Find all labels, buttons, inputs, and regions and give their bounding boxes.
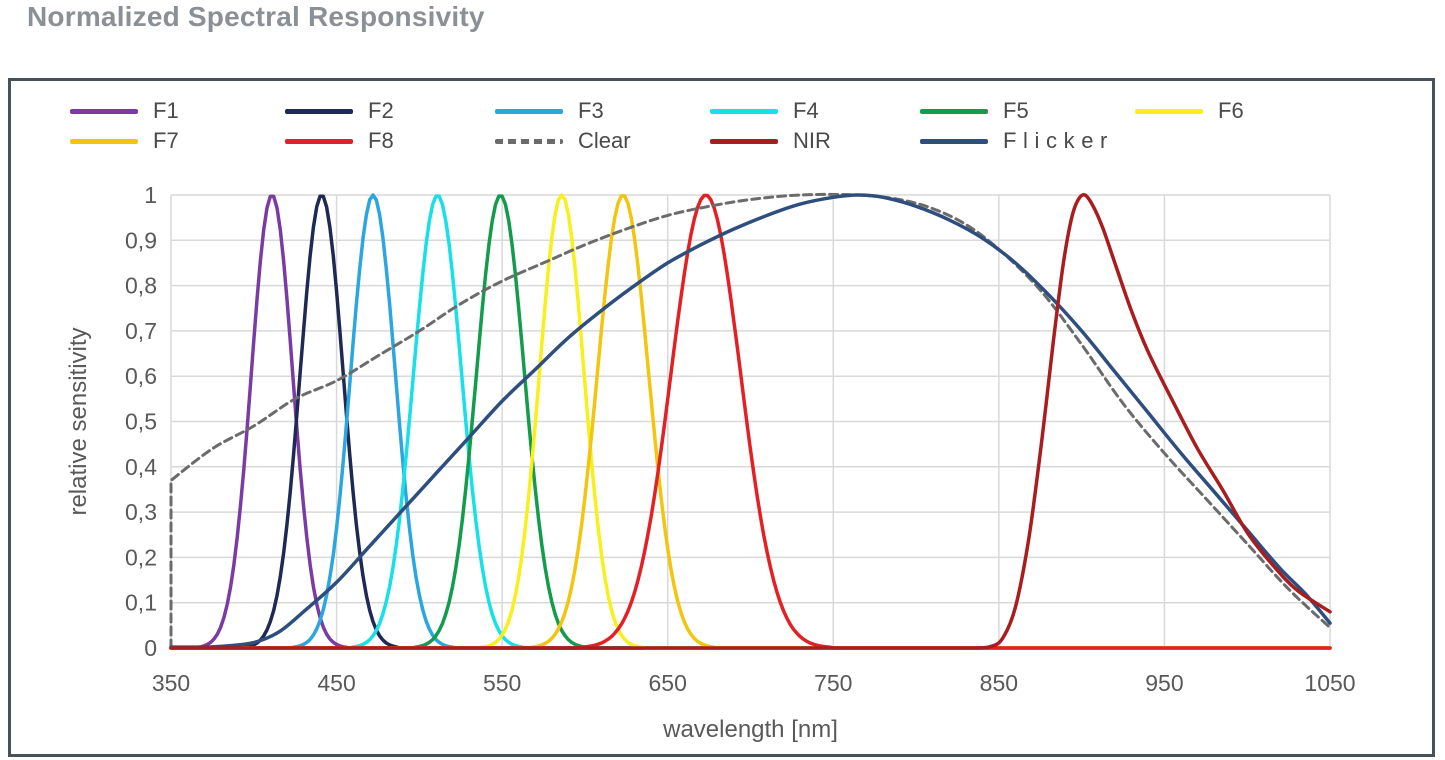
legend-item-nir: NIR (710, 130, 831, 152)
legend-label-f1: F1 (153, 98, 179, 123)
x-tick-label: 750 (814, 670, 852, 696)
legend-label-flicker: Flicker (1003, 128, 1114, 153)
y-tick-label: 0 (144, 635, 157, 661)
legend-item-f7: F7 (70, 130, 179, 152)
legend-swatch-f6 (1135, 108, 1203, 114)
legend-swatch-f7 (70, 138, 138, 144)
y-tick-label: 0,7 (125, 318, 157, 344)
legend-label-f6: F6 (1218, 98, 1244, 123)
legend-swatch-f1 (70, 108, 138, 114)
legend-item-flicker: Flicker (920, 130, 1114, 152)
x-tick-label: 450 (317, 670, 355, 696)
y-tick-label: 1 (144, 182, 157, 208)
legend-swatch-f5 (920, 108, 988, 114)
legend-swatch-f2 (285, 108, 353, 114)
legend-label-f7: F7 (153, 128, 179, 153)
legend-label-f2: F2 (368, 98, 394, 123)
y-tick-label: 0,4 (125, 454, 157, 480)
legend-item-f3: F3 (495, 100, 604, 122)
y-axis-title: relative sensitivity (65, 327, 92, 515)
legend-label-clear: Clear (578, 128, 631, 153)
legend-item-f4: F4 (710, 100, 819, 122)
legend-label-f5: F5 (1003, 98, 1029, 123)
legend-item-clear: Clear (495, 130, 631, 152)
x-axis-title: wavelength [nm] (662, 716, 838, 743)
legend-swatch-nir (710, 138, 778, 144)
y-tick-label: 0,1 (125, 590, 157, 616)
legend-item-f1: F1 (70, 100, 179, 122)
x-tick-label: 850 (980, 670, 1018, 696)
y-tick-label: 0,2 (125, 544, 157, 570)
legend-swatch-flicker (920, 138, 988, 144)
legend-item-f6: F6 (1135, 100, 1244, 122)
y-tick-label: 0,5 (125, 409, 157, 435)
legend-item-f5: F5 (920, 100, 1029, 122)
series-line-flicker (169, 193, 1332, 649)
legend-label-f4: F4 (793, 98, 819, 123)
legend-swatch-clear (495, 138, 563, 144)
legend-label-f8: F8 (368, 128, 394, 153)
legend-swatch-f3 (495, 108, 563, 114)
series-line-nir (169, 192, 1332, 650)
y-tick-label: 0,6 (125, 363, 157, 389)
legend: F1 F2 F3 F4 F5 F6 F7 F8 Clear NIR Flicker (0, 0, 1445, 170)
legend-item-f8: F8 (285, 130, 394, 152)
y-tick-label: 0,8 (125, 273, 157, 299)
legend-label-f3: F3 (578, 98, 604, 123)
gridlines (170, 194, 1331, 649)
x-tick-label: 950 (1145, 670, 1183, 696)
x-tick-label: 550 (483, 670, 521, 696)
x-tick-label: 1050 (1304, 670, 1355, 696)
legend-swatch-f4 (710, 108, 778, 114)
y-tick-label: 0,9 (125, 227, 157, 253)
x-tick-label: 650 (649, 670, 687, 696)
series-line-clear (169, 192, 1332, 650)
legend-label-nir: NIR (793, 128, 831, 153)
page-title: Normalized Spectral Responsivity (27, 1, 485, 32)
legend-item-f2: F2 (285, 100, 394, 122)
legend-swatch-f8 (285, 138, 353, 144)
y-tick-label: 0,3 (125, 499, 157, 525)
x-tick-label: 350 (152, 670, 190, 696)
